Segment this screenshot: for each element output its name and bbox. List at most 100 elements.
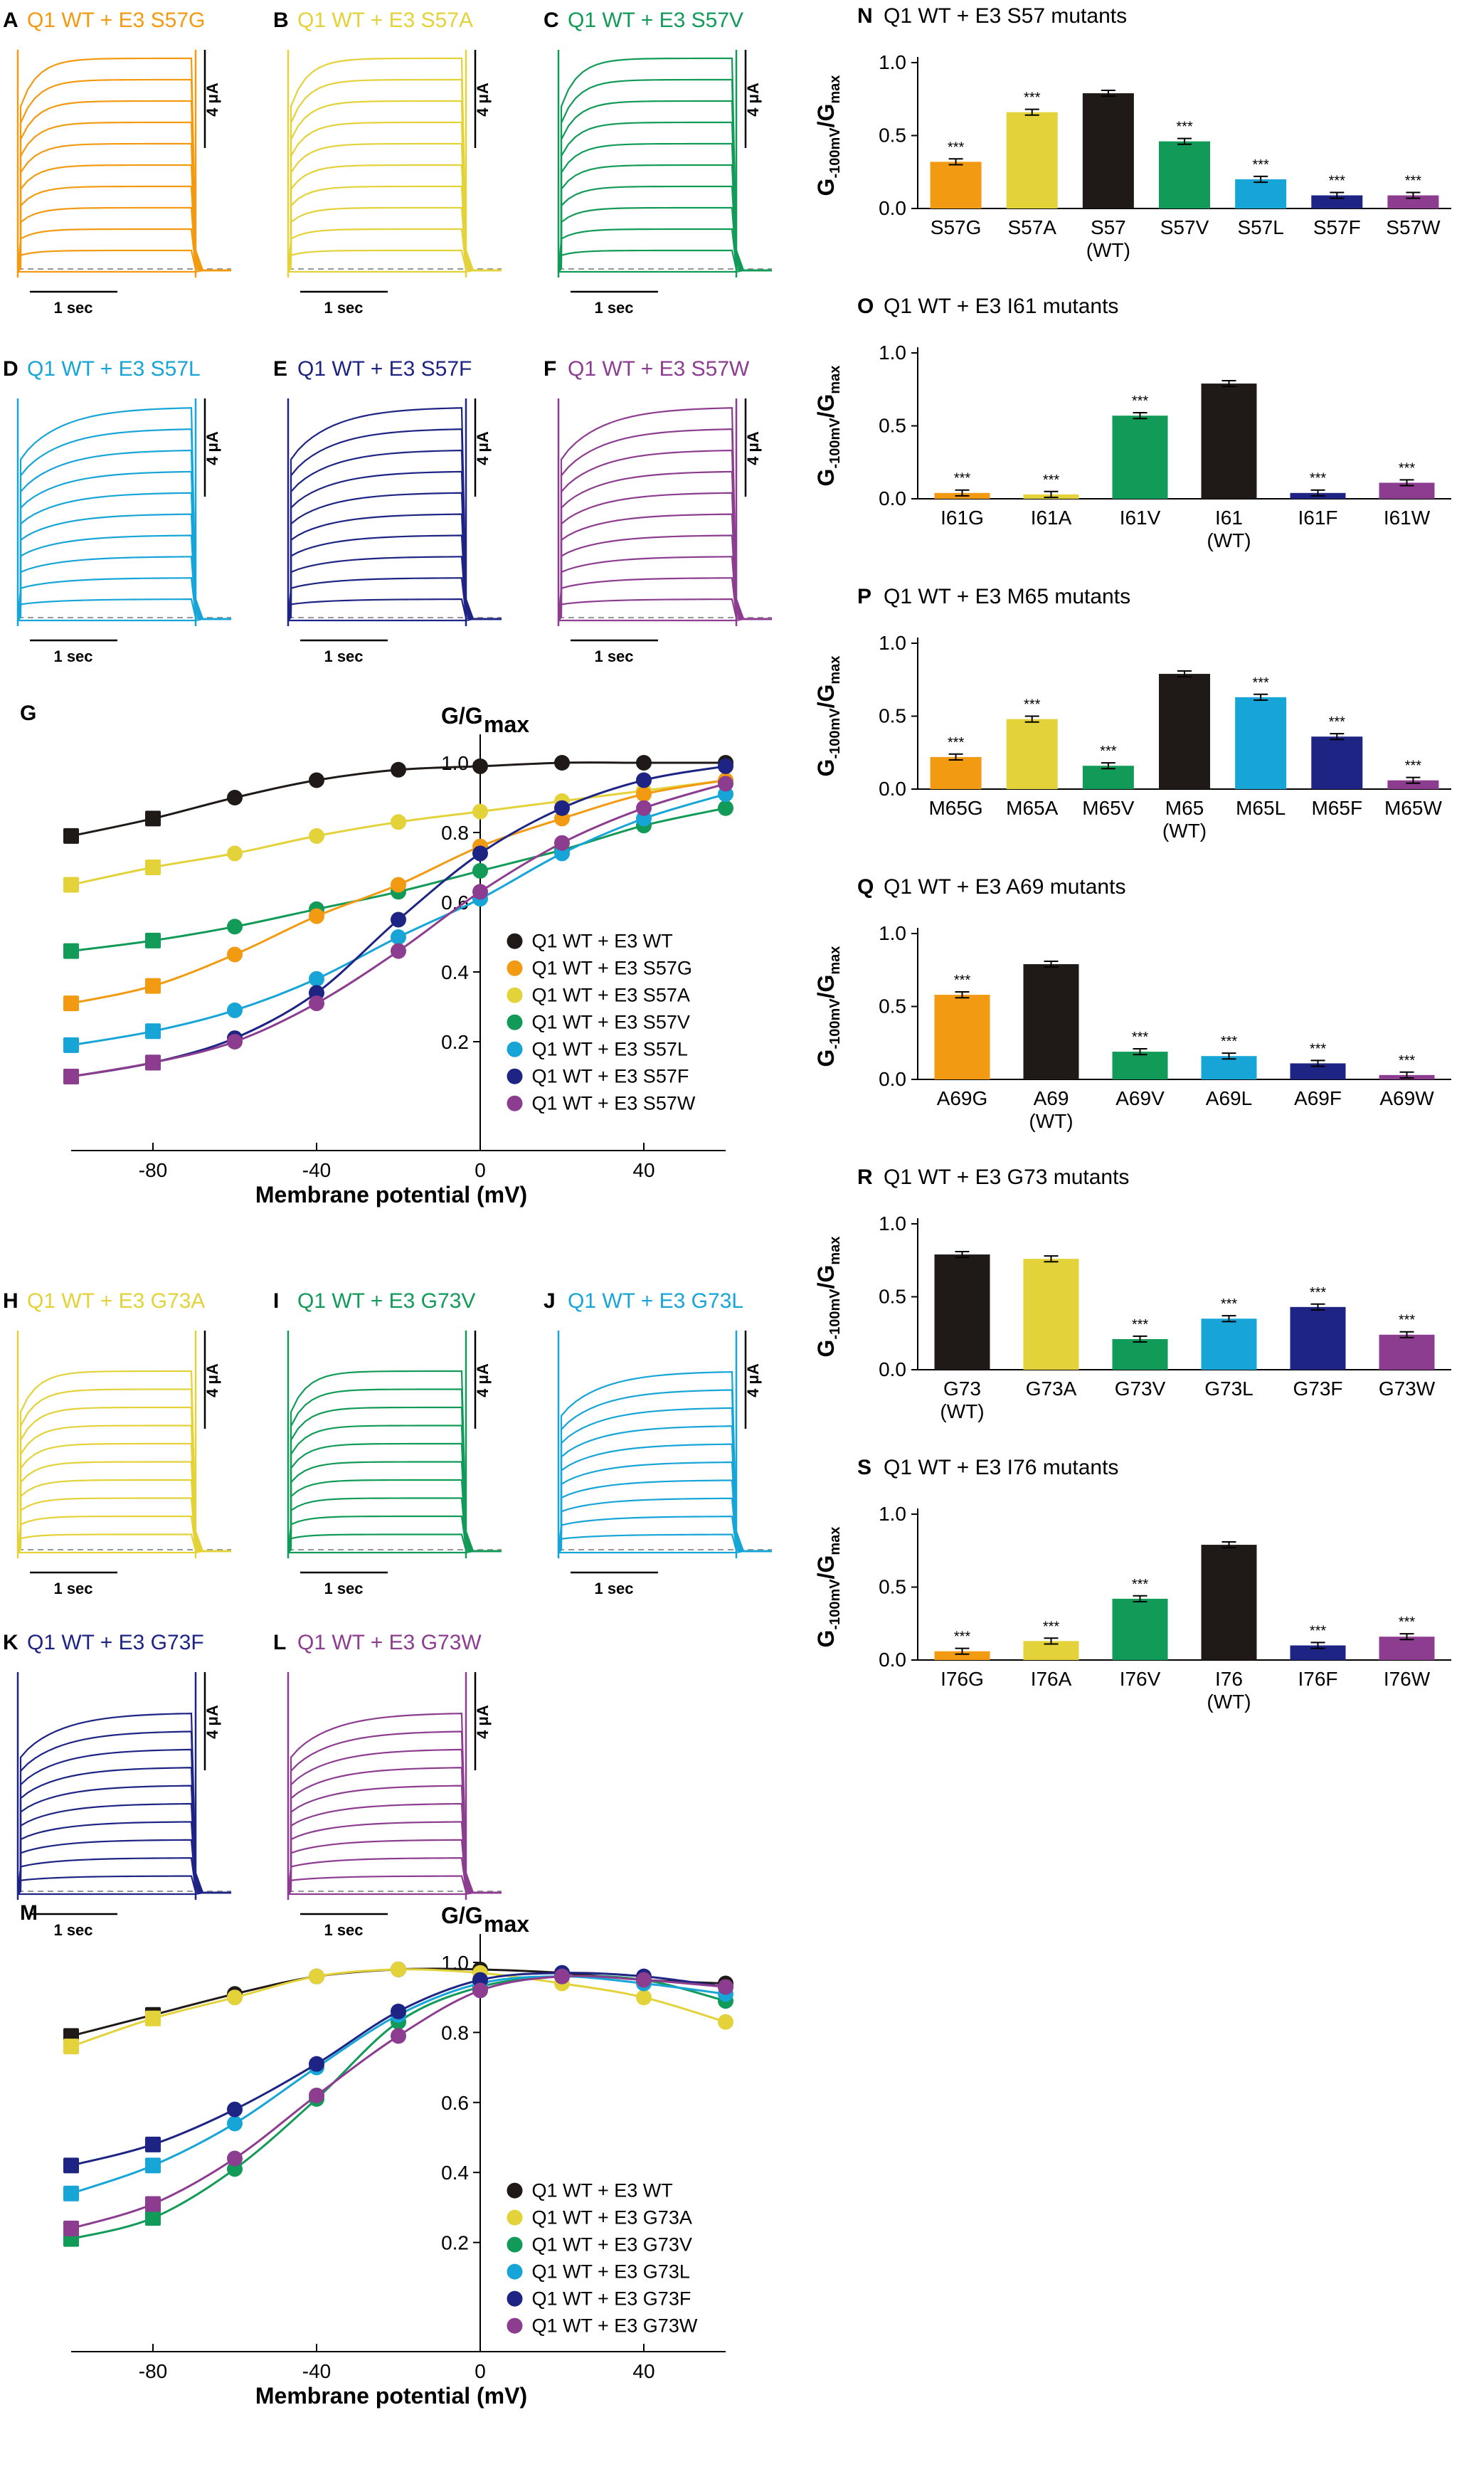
data-point xyxy=(145,2010,161,2026)
category-label: S57W xyxy=(1386,216,1441,238)
significance-stars: *** xyxy=(1399,460,1416,476)
x-tick-label: -40 xyxy=(302,2360,331,2382)
current-trace xyxy=(18,269,231,273)
current-trace xyxy=(287,1821,502,1895)
bar xyxy=(1082,766,1134,789)
data-point xyxy=(391,929,406,945)
legend-label: Q1 WT + E3 S57F xyxy=(532,1066,689,1087)
y-label-end: /G xyxy=(813,1555,839,1580)
current-trace xyxy=(557,513,772,621)
y-axis-label: G-100mV/Gmax xyxy=(813,366,843,487)
current-scale-label: 4 μA xyxy=(203,431,221,465)
data-point xyxy=(145,2157,161,2174)
data-point xyxy=(145,978,161,994)
significance-stars: *** xyxy=(1310,1041,1327,1057)
category-line: G73 xyxy=(943,1378,981,1400)
category-line: I76G xyxy=(940,1668,984,1690)
category-line: S57F xyxy=(1313,216,1361,238)
y-label-sub2: max xyxy=(827,946,843,975)
significance-stars: *** xyxy=(1252,157,1269,173)
panel-letter-I: I xyxy=(273,1289,279,1313)
legend-label: Q1 WT + E3 G73F xyxy=(532,2288,691,2310)
chart-title: Q1 WT + E3 S57 mutants xyxy=(884,4,1127,28)
significance-stars: *** xyxy=(1329,173,1346,189)
current-trace xyxy=(287,1388,502,1553)
legend-label: Q1 WT + E3 WT xyxy=(532,2180,673,2202)
panel-letter-E: E xyxy=(273,357,287,381)
x-tick-label: 40 xyxy=(632,1159,654,1181)
current-trace xyxy=(16,1785,231,1895)
current-trace xyxy=(287,1839,502,1895)
legend-marker xyxy=(507,2236,523,2253)
current-trace xyxy=(558,1550,772,1554)
current-trace xyxy=(287,206,502,273)
gv-chart-M: M G/G max-80 -40 0 400.20.40.60.81.0Membrane … xyxy=(20,1901,733,2409)
data-point xyxy=(472,758,488,774)
category-label: S57G xyxy=(931,216,982,238)
current-trace xyxy=(557,449,772,621)
category-line: A69V xyxy=(1115,1087,1165,1109)
current-trace xyxy=(557,534,772,621)
time-scale-label: 1 sec xyxy=(53,1580,92,1597)
current-trace xyxy=(17,1875,231,1895)
current-trace xyxy=(558,1516,772,1553)
y-label-sub: -100mV xyxy=(827,1289,843,1340)
trace-panel-E: E Q1 WT + E3 S57F 4 μA 1 sec xyxy=(273,357,502,665)
current-scale-label: 4 μA xyxy=(474,431,492,465)
current-trace xyxy=(557,1461,772,1553)
category-line: A69G xyxy=(937,1087,988,1109)
category-line: (WT) xyxy=(1207,529,1251,551)
data-point xyxy=(554,755,570,771)
significance-stars: *** xyxy=(1132,1030,1149,1045)
data-point xyxy=(227,790,243,805)
current-trace xyxy=(16,449,231,621)
category-line: I76W xyxy=(1384,1668,1431,1690)
data-point xyxy=(391,911,406,928)
significance-stars: *** xyxy=(954,1629,971,1645)
category-label: S57 (WT) xyxy=(1086,216,1130,261)
current-trace xyxy=(557,1443,772,1553)
current-trace xyxy=(16,185,231,273)
current-trace xyxy=(557,1497,772,1553)
current-trace xyxy=(16,428,231,621)
bar xyxy=(1235,697,1287,789)
current-trace xyxy=(16,513,231,621)
time-scale-label: 1 sec xyxy=(594,648,633,665)
data-point xyxy=(472,862,488,879)
panel-letter-M: M xyxy=(20,1901,38,1925)
data-point xyxy=(227,2115,243,2132)
trace-title: Q1 WT + E3 S57V xyxy=(568,9,743,32)
legend-marker xyxy=(507,1014,523,1030)
current-trace xyxy=(16,206,231,273)
current-scale-label: 4 μA xyxy=(203,1705,221,1739)
bar xyxy=(1379,1637,1435,1660)
current-trace xyxy=(287,1497,502,1553)
panel-letter-K: K xyxy=(3,1631,18,1654)
category-label: I61G xyxy=(940,507,984,529)
legend-marker xyxy=(507,1041,523,1057)
bar xyxy=(934,1254,990,1370)
trace-panel-D: D Q1 WT + E3 S57L 4 μA 1 sec xyxy=(3,357,231,665)
legend-label: Q1 WT + E3 WT xyxy=(532,931,673,952)
current-trace xyxy=(557,492,772,621)
legend-marker xyxy=(507,987,523,1003)
panel-letter-A: A xyxy=(3,9,18,32)
current-trace xyxy=(288,618,502,622)
trace-title: Q1 WT + E3 G73A xyxy=(27,1289,205,1313)
category-line: M65G xyxy=(928,797,982,819)
legend-marker xyxy=(507,2209,523,2226)
significance-stars: *** xyxy=(948,735,965,751)
bar xyxy=(930,162,982,208)
category-line: M65 xyxy=(1165,797,1204,819)
x-axis-label: Membrane potential (mV) xyxy=(255,1182,527,1207)
data-point xyxy=(227,1989,243,2006)
category-line: I61G xyxy=(940,507,984,529)
fit-curve xyxy=(70,779,726,886)
y-label-sub2: max xyxy=(827,1527,843,1555)
category-label: I76G xyxy=(940,1668,984,1690)
current-trace xyxy=(287,513,502,621)
data-point xyxy=(63,2185,79,2202)
data-point xyxy=(63,1037,79,1053)
panel-letter-F: F xyxy=(544,357,556,381)
current-trace xyxy=(16,1767,231,1895)
